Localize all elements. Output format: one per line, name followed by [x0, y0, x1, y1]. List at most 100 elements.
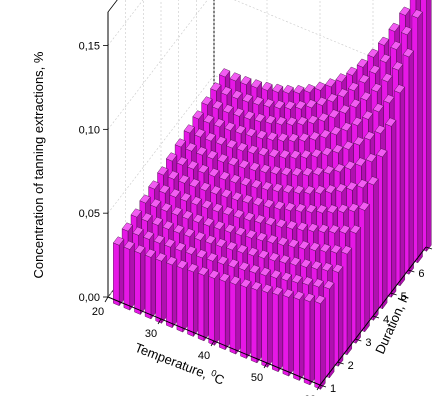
bar-top-face	[229, 174, 241, 184]
bar-top-face	[309, 242, 321, 252]
bar-top-face	[328, 224, 340, 234]
x-tick-mark	[157, 318, 162, 325]
bar-side-face	[288, 290, 294, 377]
bar-top-face	[333, 163, 346, 173]
bar-top-face	[266, 131, 278, 141]
y-tick-labels: 1234567	[330, 268, 424, 395]
bar-top-face	[282, 288, 294, 298]
bar-top-face	[165, 152, 178, 162]
bar-side-face	[203, 268, 209, 342]
bar-top-face	[312, 278, 324, 288]
bar	[314, 294, 326, 390]
bar-top-face	[194, 231, 206, 241]
bar-side-face	[256, 283, 262, 364]
bar-top-face	[233, 209, 245, 219]
bar-top-face	[284, 202, 296, 212]
bar-top-face	[206, 150, 218, 160]
bar-top-face	[132, 226, 144, 236]
bar-top-face	[279, 149, 291, 159]
bar-top-face	[226, 241, 238, 251]
bar-top-face	[157, 166, 169, 176]
bar-top-face	[144, 248, 157, 258]
bar-top-face	[275, 116, 287, 126]
bar-top-face	[134, 244, 146, 254]
bar-top-face	[153, 234, 165, 244]
bar-side-face	[171, 258, 178, 329]
bar-top-face	[241, 194, 254, 204]
bar-top-face	[296, 221, 308, 231]
bar-top-face	[238, 261, 250, 271]
bar-top-face	[199, 182, 211, 192]
bar-side-face	[320, 297, 326, 390]
x-tick-mark	[104, 296, 109, 303]
bar-top-face	[323, 165, 335, 175]
bar-side-face	[161, 254, 167, 324]
bar	[240, 278, 252, 360]
bar-top-face	[174, 242, 187, 252]
bar	[197, 266, 210, 342]
bar-top-face	[245, 127, 257, 137]
bar-side-face	[278, 288, 284, 373]
z-tick-label: 0,05	[79, 208, 100, 220]
bar-top-face	[303, 185, 316, 195]
bar-top-face	[210, 82, 222, 92]
bar-side-face	[193, 265, 199, 338]
bar-side-face	[364, 203, 370, 333]
bar	[271, 286, 284, 373]
bar-top-face	[165, 256, 178, 266]
bar-top-face	[321, 262, 333, 272]
bar-top-face	[300, 258, 312, 268]
bar-top-face	[218, 272, 231, 282]
bar-top-face	[217, 255, 229, 265]
x-tick-label: 30	[145, 328, 157, 340]
y-tick-label: 5	[401, 291, 407, 303]
bar-top-face	[218, 68, 231, 78]
bar-side-face	[417, 11, 423, 264]
bar-top-face	[257, 249, 270, 259]
bar-front-face	[229, 281, 237, 355]
bar-top-face	[330, 244, 342, 254]
bar-top-face	[208, 269, 220, 279]
bar-top-face	[270, 269, 282, 279]
bar-top-face	[158, 184, 171, 194]
bar-top-face	[141, 212, 153, 222]
bar-top-face	[211, 203, 224, 213]
bar-top-face	[151, 216, 164, 226]
bar-top-face	[277, 236, 289, 246]
y-tick-label: 1	[330, 383, 336, 395]
bar-top-face	[385, 117, 397, 127]
bar	[229, 275, 241, 355]
bar-front-face	[250, 287, 258, 364]
bar-top-face	[286, 220, 298, 230]
bar-top-face	[277, 132, 289, 142]
bar-top-face	[201, 199, 213, 209]
bar-side-face	[224, 275, 231, 351]
bar-top-face	[247, 144, 259, 154]
bar-top-face	[293, 290, 305, 300]
y-tick-mark	[390, 292, 397, 296]
bar-top-face	[402, 48, 414, 58]
bar-top-face	[376, 148, 388, 158]
bar-side-face	[355, 226, 361, 344]
bar-top-face	[197, 164, 210, 174]
bar-top-face	[218, 171, 231, 181]
bar-top-face	[367, 176, 379, 186]
bar-side-face	[346, 247, 352, 356]
bar-top-face	[185, 142, 197, 152]
bar-front-face	[113, 242, 120, 307]
bar-top-face	[303, 293, 316, 303]
bar-side-face	[329, 282, 335, 379]
bar-top-face	[337, 203, 349, 214]
bar-top-face	[273, 200, 286, 210]
bar-top-face	[231, 90, 243, 100]
bar-side-face	[399, 86, 405, 287]
bar-front-face	[134, 250, 141, 315]
bar-top-face	[340, 245, 353, 255]
bar	[176, 259, 188, 333]
bar-top-face	[234, 125, 247, 135]
bar-top-face	[217, 153, 229, 163]
bar-top-face	[160, 202, 172, 212]
bar-top-face	[411, 9, 423, 19]
bar-top-face	[243, 212, 255, 222]
